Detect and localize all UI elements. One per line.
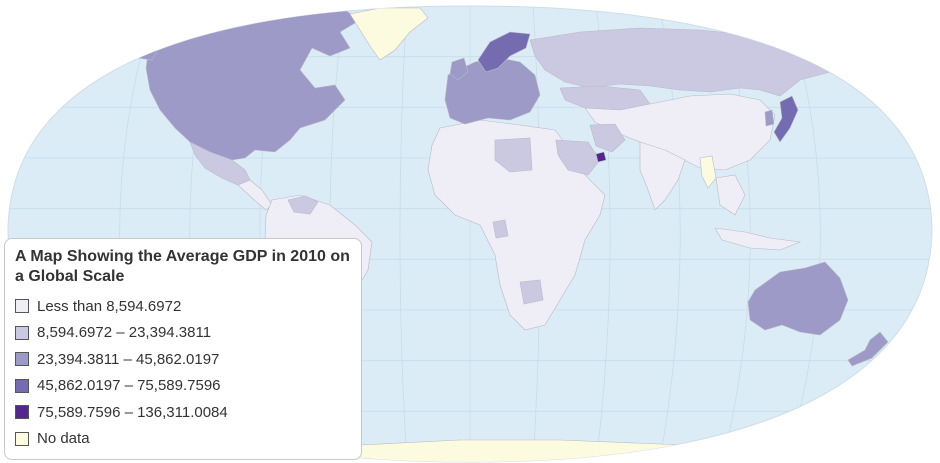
legend-items: Less than 8,594.6972 8,594.6972 – 23,394.… (15, 293, 351, 452)
legend-swatch (15, 325, 29, 340)
legend-label: 75,589.7596 – 136,311.0084 (37, 403, 228, 421)
legend-label: 23,394.3811 – 45,862.0197 (37, 350, 220, 368)
country-greenland[interactable] (349, 7, 429, 61)
legend-item: 8,594.6972 – 23,394.3811 (15, 320, 351, 347)
legend-item: 75,589.7596 – 136,311.0084 (15, 399, 351, 426)
legend-item: 45,862.0197 – 75,589.7596 (15, 373, 351, 400)
country-china[interactable] (714, 227, 802, 251)
country-india[interactable] (639, 141, 686, 211)
country-africa[interactable] (427, 119, 606, 331)
country-botswana[interactable] (519, 279, 544, 305)
country-uae[interactable] (595, 151, 607, 163)
legend-item: Less than 8,594.6972 (15, 293, 351, 320)
country-venezuela[interactable] (287, 195, 319, 215)
country-norway[interactable] (477, 31, 531, 73)
legend-label: Less than 8,594.6972 (37, 297, 182, 315)
legend-label: No data (37, 430, 90, 448)
legend-item: 23,394.3811 – 45,862.0197 (15, 346, 351, 373)
country-china[interactable] (715, 174, 746, 216)
legend-swatch (15, 431, 29, 446)
legend-label: 45,862.0197 – 75,589.7596 (37, 377, 221, 395)
country-korea[interactable] (764, 109, 775, 127)
country-china[interactable] (584, 93, 776, 171)
country-australia[interactable] (747, 261, 849, 336)
country-iran[interactable] (589, 123, 626, 153)
legend-item: No data (15, 426, 351, 453)
legend: A Map Showing the Average GDP in 2010 on… (4, 238, 362, 460)
country-libya[interactable] (494, 137, 533, 173)
country-gabon[interactable] (492, 219, 509, 239)
country-new-zealand[interactable] (847, 331, 889, 367)
legend-swatch (15, 378, 29, 393)
country-myanmar[interactable] (699, 155, 717, 189)
legend-swatch (15, 405, 29, 420)
legend-label: 8,594.6972 – 23,394.3811 (37, 324, 212, 342)
legend-swatch (15, 299, 29, 314)
legend-title: A Map Showing the Average GDP in 2010 on… (15, 248, 350, 285)
country-japan[interactable] (773, 95, 799, 143)
country-saudi-arabia[interactable] (555, 139, 601, 176)
legend-swatch (15, 352, 29, 367)
country-western-europe[interactable] (449, 57, 469, 81)
